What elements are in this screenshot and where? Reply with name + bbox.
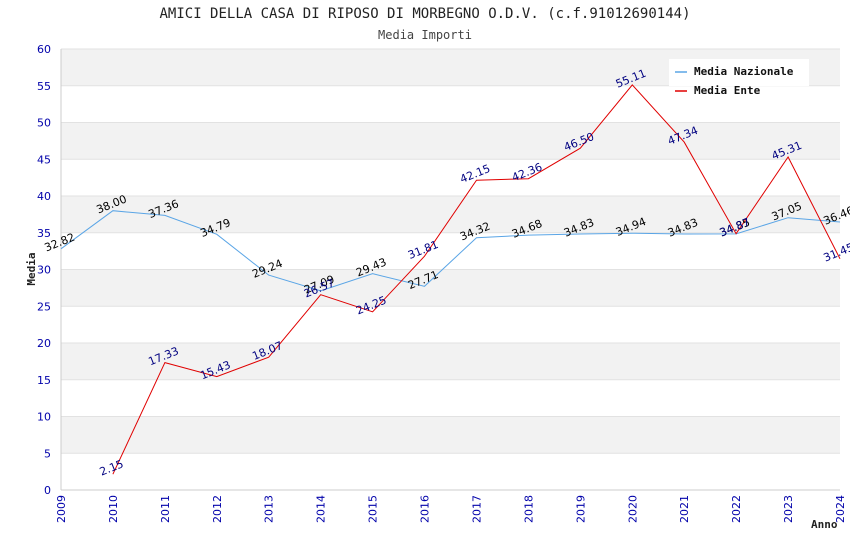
x-tick-label: 2017 xyxy=(470,495,483,523)
data-label: 31.45 xyxy=(822,241,850,265)
legend-label-ente: Media Ente xyxy=(694,84,761,97)
x-tick-label: 2024 xyxy=(834,495,847,523)
legend-label-nazionale: Media Nazionale xyxy=(694,65,794,78)
y-tick-label: 0 xyxy=(44,484,51,497)
chart-subtitle: Media Importi xyxy=(378,28,472,42)
x-tick-label: 2019 xyxy=(574,495,587,523)
x-tick-label: 2015 xyxy=(367,495,380,523)
grid-band xyxy=(61,196,840,233)
x-tick-label: 2022 xyxy=(730,495,743,523)
x-tick-label: 2023 xyxy=(782,495,795,523)
y-tick-label: 50 xyxy=(37,117,51,130)
legend-box xyxy=(669,59,809,86)
x-tick-label: 2018 xyxy=(522,495,535,523)
series-lines xyxy=(60,84,841,475)
x-axis-label: Anno xyxy=(811,518,838,531)
y-tick-label: 35 xyxy=(37,227,51,240)
grid-band xyxy=(61,416,840,454)
y-tick-label: 55 xyxy=(37,80,51,93)
legend: Media Nazionale Media Ente xyxy=(669,59,809,97)
y-tick-label: 5 xyxy=(44,447,51,460)
y-tick-label: 15 xyxy=(37,374,51,387)
grid-band xyxy=(61,343,840,380)
y-tick-label: 10 xyxy=(37,411,51,424)
x-tick-label: 2012 xyxy=(211,495,224,523)
y-tick-label: 25 xyxy=(37,300,51,313)
x-tick-label: 2014 xyxy=(315,495,328,523)
chart-title: AMICI DELLA CASA DI RIPOSO DI MORBEGNO O… xyxy=(159,6,690,22)
y-axis-label: Media xyxy=(25,252,38,285)
y-tick-label: 45 xyxy=(37,153,51,166)
series-line-nazionale xyxy=(60,210,841,292)
data-label: 42.36 xyxy=(510,160,544,184)
grid-band xyxy=(61,269,840,307)
x-tick-label: 2011 xyxy=(159,495,172,523)
x-tick-label: 2016 xyxy=(419,495,432,523)
x-tick-label: 2021 xyxy=(678,495,691,523)
y-tick-label: 40 xyxy=(37,190,51,203)
x-tick-labels: 2009 2010 2011 2012 2013 2014 2015 2016 2017 2018… xyxy=(55,495,847,523)
grid-band xyxy=(61,122,840,160)
grid-bands xyxy=(61,49,840,454)
series-line-ente xyxy=(112,84,841,475)
x-tick-label: 2009 xyxy=(55,495,68,523)
grid-lines xyxy=(61,48,840,491)
x-tick-label: 2010 xyxy=(107,495,120,523)
y-tick-label: 20 xyxy=(37,337,51,350)
axes xyxy=(60,49,840,491)
x-tick-label: 2020 xyxy=(626,495,639,523)
data-label: 2.15 xyxy=(98,457,126,478)
x-tick-label: 2013 xyxy=(263,495,276,523)
y-tick-label: 30 xyxy=(37,264,51,277)
y-tick-label: 60 xyxy=(37,43,51,56)
y-tick-labels: 0 5 10 15 20 25 30 35 40 45 50 55 60 xyxy=(37,43,51,497)
